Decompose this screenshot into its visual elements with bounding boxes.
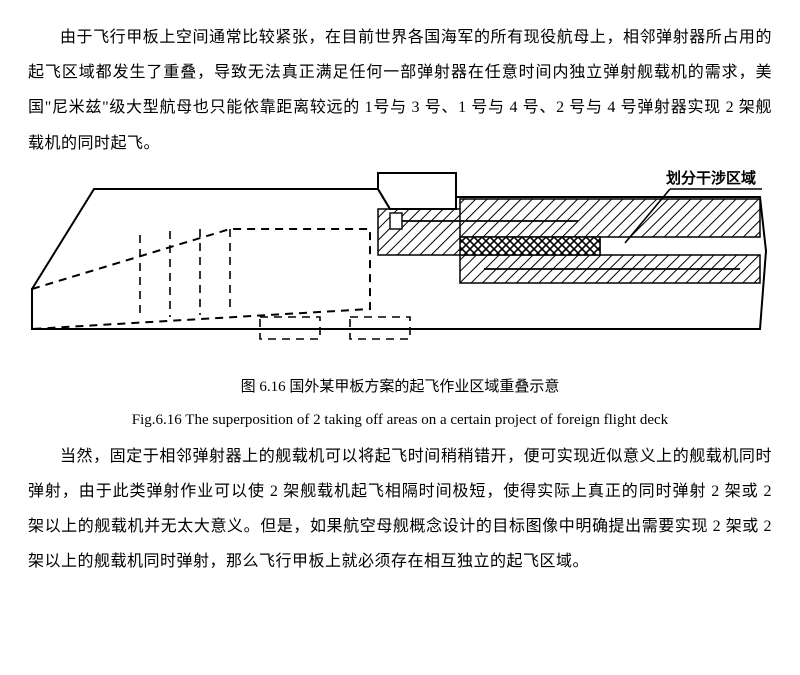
caption-en: Fig.6.16 The superposition of 2 taking o… [28,404,772,437]
deck-diagram: 划分干涉区域 [30,169,770,369]
caption-cn: 图 6.16 国外某甲板方案的起飞作业区域重叠示意 [28,371,772,404]
svg-text:划分干涉区域: 划分干涉区域 [666,169,756,187]
figure-6-16: 划分干涉区域 图 6.16 国外某甲板方案的起飞作业区域重叠示意 Fig.6.1… [28,169,772,437]
paragraph-2: 当然，固定于相邻弹射器上的舰载机可以将起飞时间稍稍错开，便可实现近似意义上的舰载… [28,439,772,580]
paragraph-1: 由于飞行甲板上空间通常比较紧张，在目前世界各国海军的所有现役航母上，相邻弹射器所… [28,20,772,161]
